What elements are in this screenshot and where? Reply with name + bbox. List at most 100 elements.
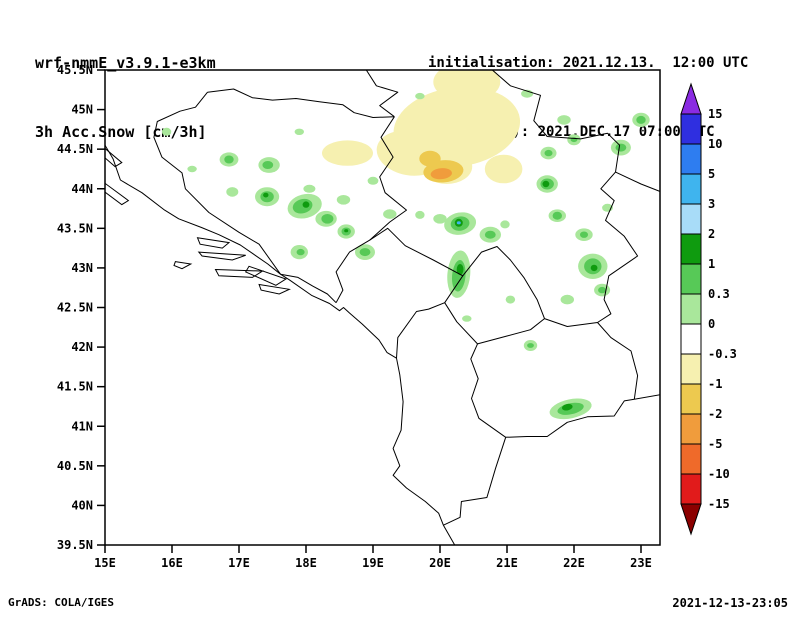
border-bih_mne <box>335 239 370 303</box>
snow-patch-g1 <box>161 127 172 136</box>
colorbar-segment <box>680 413 702 445</box>
snow-patch-g1 <box>415 210 425 219</box>
colorbar-segment <box>680 143 702 175</box>
x-tick-label: 20E <box>429 556 451 570</box>
island-outline <box>105 182 130 206</box>
snow-patch-y1 <box>322 140 373 166</box>
colorbar-segment <box>680 383 702 415</box>
island-outline <box>105 147 123 168</box>
snow-patch-g1 <box>294 128 304 135</box>
snow-patch-o1 <box>430 168 452 180</box>
colorbar-segment <box>680 233 702 265</box>
snow-patch-g2 <box>580 231 588 238</box>
field-name: 3h Acc.Snow [cm/3h] <box>35 123 207 141</box>
colorbar-segment <box>680 473 702 505</box>
snow-patch-g2 <box>321 214 334 224</box>
colorbar-label: -0.3 <box>708 347 737 361</box>
colorbar-label: 2 <box>708 227 715 241</box>
border-kos_srb <box>462 246 545 319</box>
snow-patch-g1 <box>187 165 197 173</box>
colorbar-label: 1 <box>708 257 715 271</box>
snow-patch-g2 <box>224 155 234 164</box>
border-cro_bih_w <box>153 91 281 275</box>
snow-patch-g1 <box>505 295 516 304</box>
colorbar-label: -1 <box>708 377 722 391</box>
border-bul_gr <box>634 394 660 400</box>
x-tick-label: 15E <box>94 556 116 570</box>
map-content <box>105 70 660 545</box>
border-bih_srb <box>369 116 407 241</box>
island-outline <box>244 265 288 286</box>
snow-patch-g1 <box>367 176 379 185</box>
snow-patch-g2 <box>544 149 553 157</box>
border-mk_gr <box>505 398 635 438</box>
y-tick-label: 45N <box>71 103 93 117</box>
snow-patch-g3 <box>542 180 550 188</box>
snow-patch-g1 <box>226 187 239 197</box>
snow-patch-g3 <box>590 264 598 272</box>
colorbar-segment <box>680 353 702 385</box>
snow-patch-g1 <box>500 220 510 229</box>
y-tick-label: 43N <box>71 261 93 275</box>
header-left: wrf-nmmE_v3.9.1-e3km 3h Acc.Snow [cm/3h] <box>35 6 216 167</box>
border-kos_mk <box>477 318 545 345</box>
snow-patch-g3 <box>263 192 269 198</box>
border-mk_bul <box>597 322 639 400</box>
colorbar-label: 5 <box>708 167 715 181</box>
x-tick-label: 18E <box>295 556 317 570</box>
y-tick-label: 41N <box>71 419 93 433</box>
snow-patch-g3 <box>344 229 349 233</box>
border-srb_mk <box>544 318 598 327</box>
colorbar-label: 15 <box>708 107 722 121</box>
border-coast <box>105 144 456 545</box>
y-tick-label: 42.5N <box>57 301 93 315</box>
snow-patch-g3 <box>456 264 464 275</box>
snow-patch-g1 <box>415 92 425 100</box>
colorbar-label: 3 <box>708 197 715 211</box>
snow-patch-g3 <box>302 201 310 208</box>
border-alb_mk <box>470 343 506 438</box>
border-cro_bih_s <box>280 273 337 304</box>
x-tick-label: 23E <box>630 556 652 570</box>
colorbar-segment <box>680 263 702 295</box>
colorbar-segment <box>680 443 702 475</box>
colorbar-label: 0.3 <box>708 287 730 301</box>
snow-patch-y1 <box>433 70 501 102</box>
snow-patch-g2 <box>636 115 646 124</box>
colorbar-label: -5 <box>708 437 722 451</box>
y-tick-label: 40.5N <box>57 459 93 473</box>
island-outline <box>258 283 291 295</box>
colorbar-segment <box>680 113 702 145</box>
colorbar-label: -15 <box>708 497 730 511</box>
island-outline <box>196 237 231 249</box>
x-tick-label: 22E <box>563 556 585 570</box>
snow-patch-g2 <box>615 143 627 152</box>
x-tick-label: 16E <box>161 556 183 570</box>
colorbar-arrow-top <box>680 82 702 115</box>
snow-patch-g2 <box>552 211 562 220</box>
snow-patch-g2 <box>598 286 607 294</box>
border-rou_bul <box>615 171 660 193</box>
border-srb_bul <box>597 171 639 323</box>
snow-patch-g2 <box>484 230 496 239</box>
y-tick-label: 44.5N <box>57 142 93 156</box>
snow-patch-b2 <box>456 221 461 225</box>
snow-patch-g1 <box>462 315 472 322</box>
snow-patch-g2 <box>296 248 305 256</box>
border-alb_gr <box>443 437 507 526</box>
snow-patch-g1 <box>303 184 316 193</box>
border-mne_srb <box>369 227 464 303</box>
colorbar-segment <box>680 203 702 235</box>
snow-patch-y1 <box>484 154 523 184</box>
colorbar-segment <box>680 173 702 205</box>
model-name: wrf-nmmE_v3.9.1-e3km <box>35 54 216 72</box>
colorbar-segment <box>680 293 702 325</box>
snow-patch-y2 <box>419 150 441 167</box>
border-cro_srb <box>365 70 399 118</box>
creation-timestamp: 2021-12-13-23:05 <box>672 596 788 610</box>
island-outline <box>197 251 246 261</box>
border-alb_n <box>396 302 478 359</box>
colorbar-segment <box>680 323 702 355</box>
